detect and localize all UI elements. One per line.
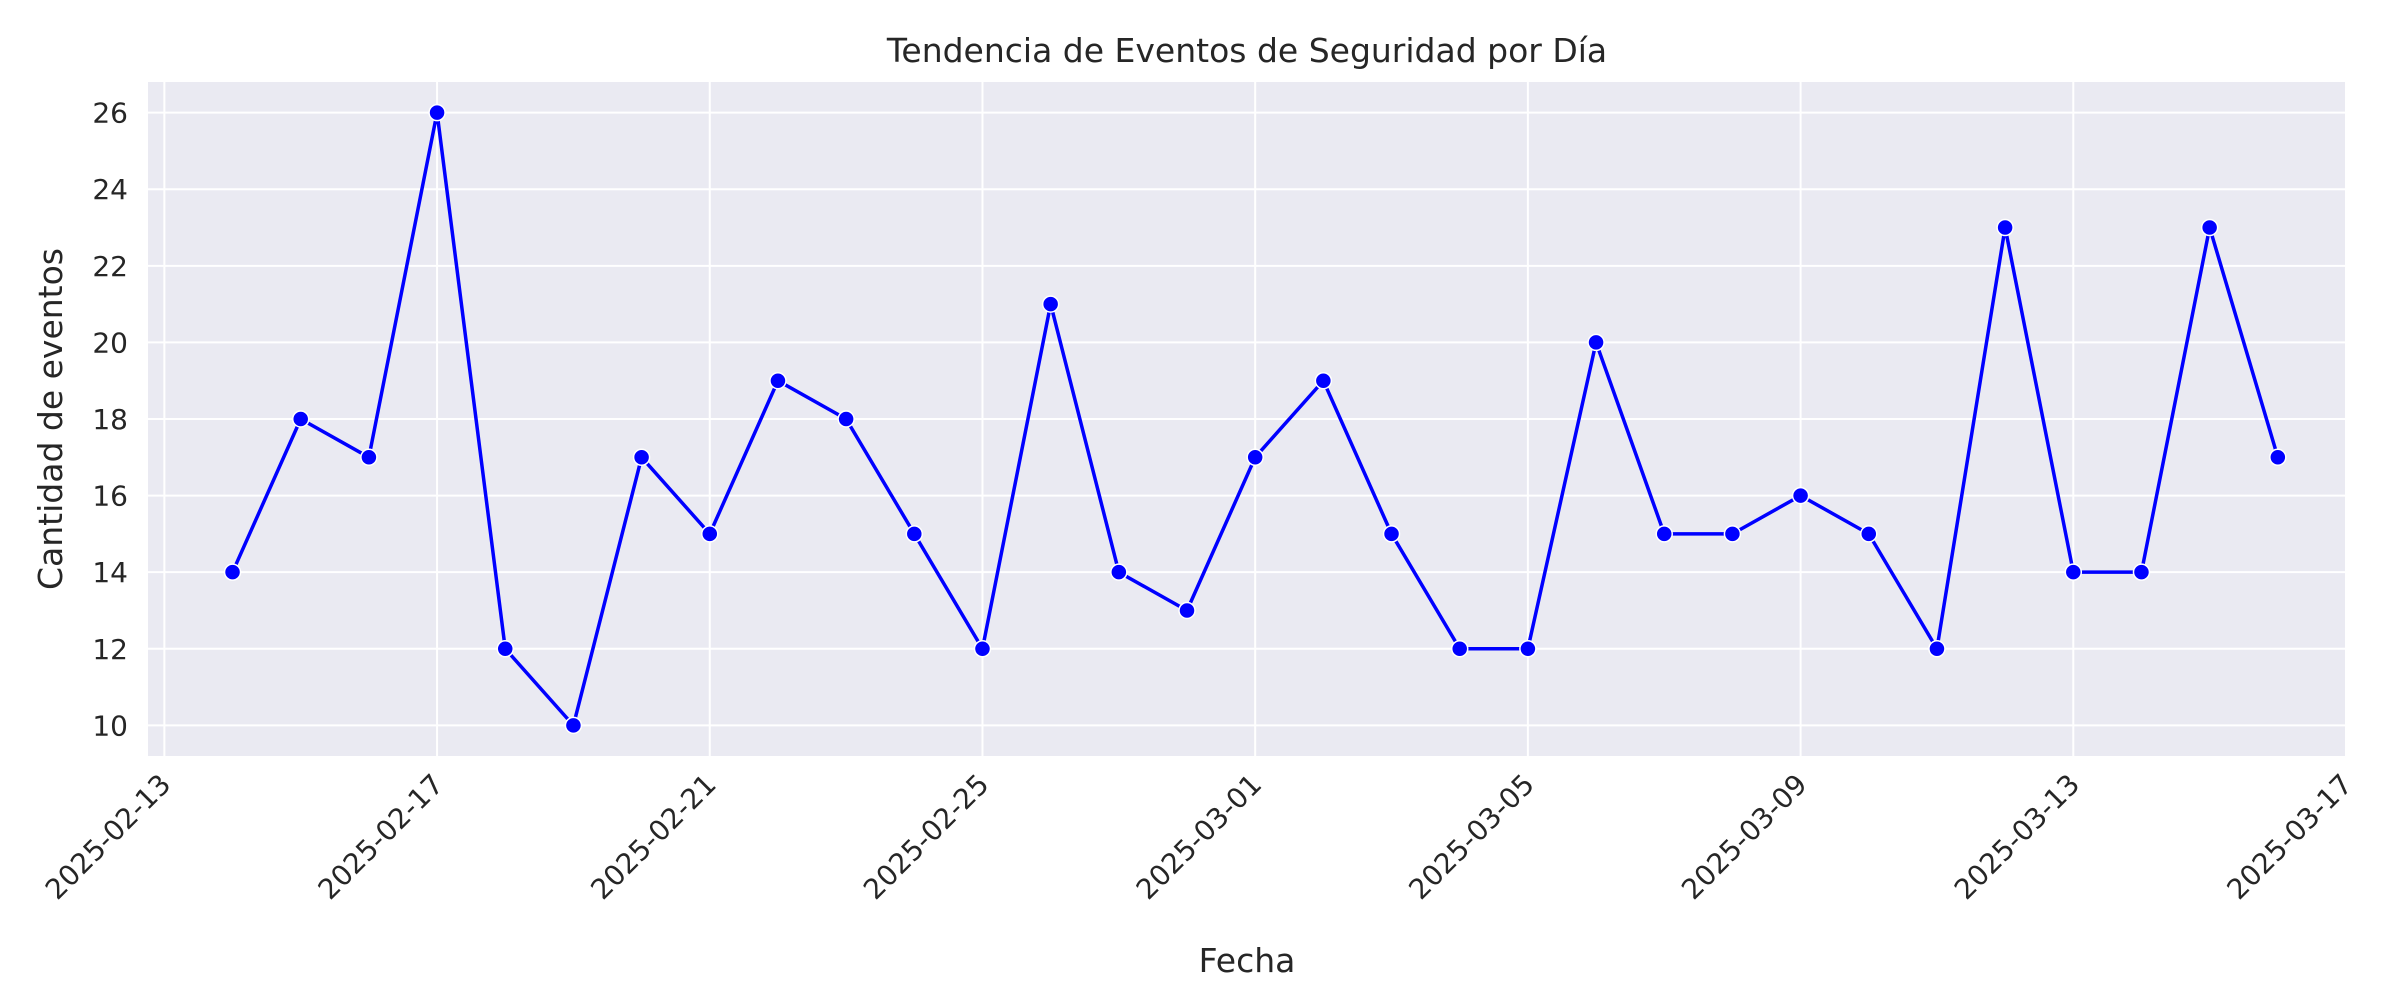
y-tick-label: 20: [92, 326, 128, 359]
y-tick-label: 14: [92, 556, 128, 589]
data-point: [496, 640, 514, 658]
data-point: [1246, 448, 1264, 467]
x-tick-label: 2025-03-17: [2221, 768, 2359, 906]
x-tick-label: 2025-02-17: [312, 768, 450, 906]
data-point: [2132, 563, 2151, 581]
chart-title: Tendencia de Eventos de Seguridad por Dí…: [886, 31, 1607, 70]
data-point: [1382, 525, 1401, 543]
y-tick-label: 12: [92, 633, 128, 666]
x-tick-label: 2025-02-13: [39, 768, 177, 906]
y-tick-label: 16: [92, 480, 128, 513]
data-point: [428, 103, 446, 122]
data-point: [1996, 218, 2014, 237]
y-axis-label: Cantidad de eventos: [31, 248, 70, 590]
data-point: [1450, 640, 1469, 658]
y-tick-label: 18: [92, 403, 128, 436]
x-tick-label: 2025-02-21: [584, 768, 722, 906]
data-point: [2269, 448, 2287, 467]
data-point: [973, 640, 992, 658]
y-tick-label: 26: [92, 97, 128, 130]
x-tick-label: 2025-03-13: [1948, 768, 2086, 906]
data-point: [905, 525, 924, 543]
data-point: [2200, 218, 2219, 237]
y-tick-label: 10: [92, 709, 128, 742]
x-tick-label: 2025-03-05: [1402, 768, 1540, 906]
data-point: [1178, 601, 1196, 620]
data-point: [632, 448, 651, 467]
data-point: [360, 448, 378, 467]
data-point: [1791, 486, 1810, 505]
data-point: [1519, 640, 1537, 658]
data-point: [1860, 525, 1878, 543]
data-point: [1314, 371, 1333, 390]
x-axis-ticks: 2025-02-13 2025-02-17 2025-02-21 2025-02-25…: [39, 768, 2359, 906]
y-tick-label: 22: [92, 250, 128, 283]
data-point: [1110, 563, 1128, 581]
data-point: [1928, 640, 1946, 658]
data-point: [223, 563, 242, 581]
data-point: [1723, 525, 1742, 543]
x-tick-label: 2025-03-09: [1675, 768, 1813, 906]
y-tick-label: 24: [92, 173, 128, 206]
data-point: [1655, 525, 1673, 543]
data-points: [223, 103, 2287, 735]
y-axis-ticks: 10 12 14 16 18 20 22 24 26: [92, 97, 128, 743]
x-tick-label: 2025-03-01: [1130, 768, 1268, 906]
x-tick-label: 2025-02-25: [857, 768, 995, 906]
data-point: [2064, 563, 2083, 581]
data-point: [701, 525, 719, 543]
x-axis-label: Fecha: [1199, 941, 1296, 980]
data-point: [1041, 295, 1060, 313]
data-point: [291, 410, 310, 428]
data-point: [1587, 333, 1605, 352]
data-point: [564, 716, 583, 735]
data-point: [837, 410, 855, 428]
data-point: [769, 371, 787, 390]
grid-lines: [148, 82, 2347, 756]
